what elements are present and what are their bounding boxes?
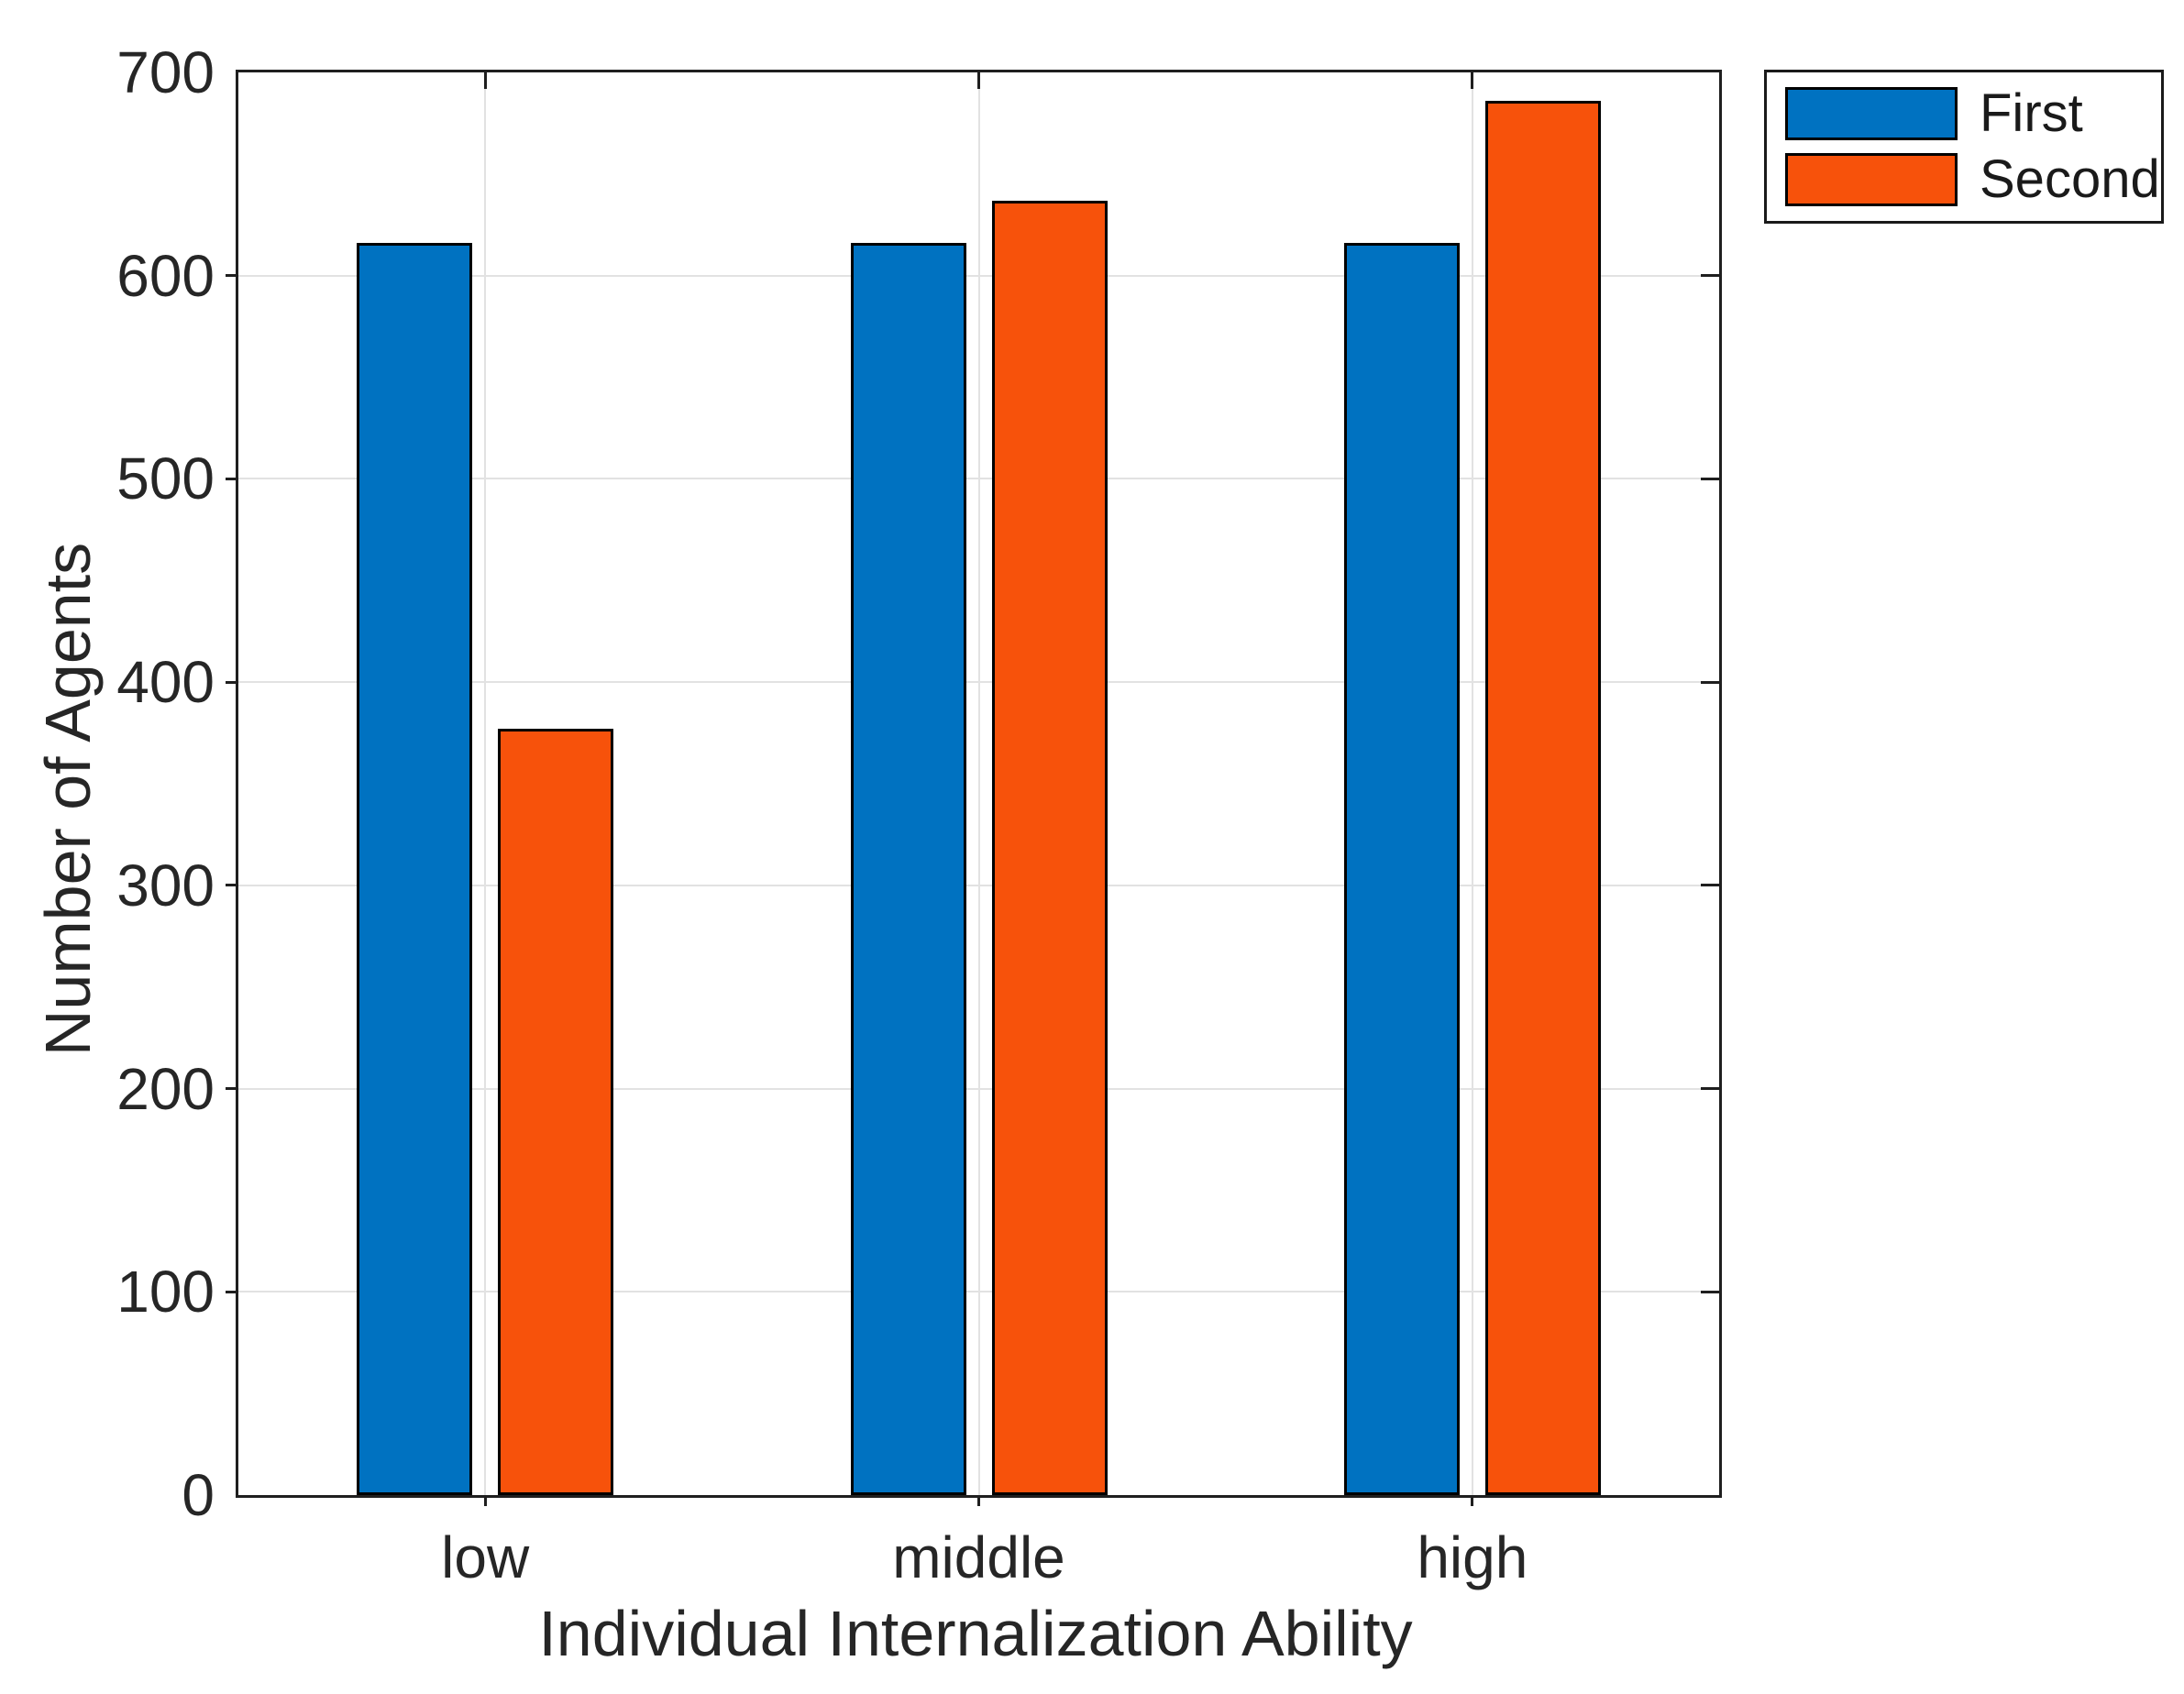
y-tick-left [226, 1290, 238, 1293]
x-tick-label: low [441, 1524, 530, 1590]
y-axis-label: Number of Agents [32, 542, 104, 1057]
y-tick-right [1701, 884, 1719, 887]
y-tick-left [226, 274, 238, 278]
y-tick-label: 0 [182, 1462, 215, 1528]
y-tick-right [1701, 1290, 1719, 1293]
y-tick-label: 300 [116, 852, 215, 918]
y-tick-right [1701, 274, 1719, 278]
legend-swatch-first [1785, 87, 1958, 140]
y-tick-right [1701, 1087, 1719, 1091]
bar-first-high [1343, 243, 1460, 1495]
plot-area: 0 100 200 300 400 500 600 700 low middle high [116, 43, 1722, 1587]
bar-first-low [357, 243, 473, 1495]
legend: First Second [1764, 70, 2164, 224]
y-tick-right [1701, 477, 1719, 480]
x-tick-bottom [1471, 1495, 1474, 1506]
v-gridline [1471, 72, 1473, 1495]
v-gridline [484, 72, 487, 1495]
x-axis-label: Individual Internalization Ability [538, 1598, 1413, 1669]
legend-item-second: Second [1785, 153, 2160, 206]
y-tick-left [226, 1087, 238, 1091]
y-tick-label: 500 [116, 446, 215, 512]
x-tick-bottom [977, 1495, 980, 1506]
x-tick-bottom [483, 1495, 487, 1506]
y-tick-left [226, 477, 238, 480]
y-tick-label: 200 [116, 1055, 215, 1122]
y-tick-right [1701, 680, 1719, 684]
bar-second-low [498, 729, 614, 1495]
x-tick-label: high [1417, 1524, 1528, 1590]
bar-first-middle [850, 243, 966, 1495]
legend-item-first: First [1785, 87, 2143, 140]
y-tick-label: 400 [116, 649, 215, 716]
y-tick-label: 100 [116, 1259, 215, 1326]
y-tick-label: 700 [116, 39, 215, 105]
x-tick-top [483, 72, 487, 89]
y-tick-left [226, 884, 238, 887]
legend-swatch-second [1785, 153, 1958, 206]
x-tick-label: middle [892, 1524, 1065, 1590]
x-tick-top [977, 72, 980, 89]
bar-second-high [1484, 101, 1601, 1495]
v-gridline [977, 72, 980, 1495]
y-tick-label: 600 [116, 242, 215, 309]
legend-label-first: First [1980, 83, 2083, 143]
bar-second-middle [991, 200, 1108, 1495]
legend-label-second: Second [1980, 149, 2160, 209]
y-tick-left [226, 680, 238, 684]
x-tick-top [1471, 72, 1474, 89]
